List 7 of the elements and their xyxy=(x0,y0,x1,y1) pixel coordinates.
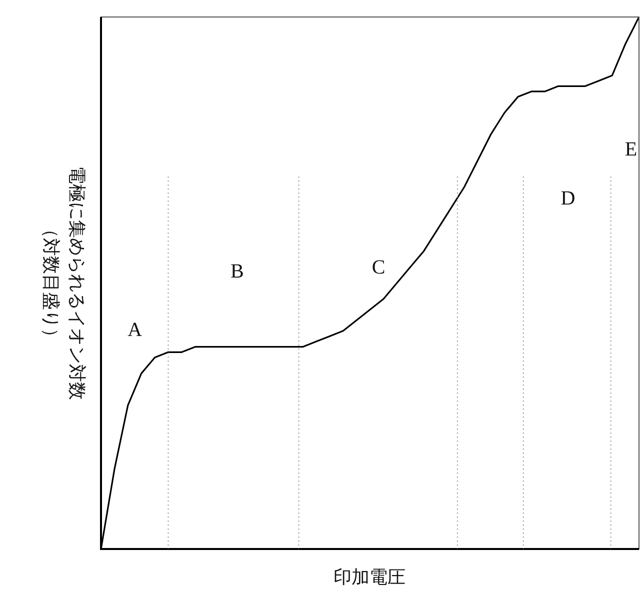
annotation: A xyxy=(128,319,143,342)
annotation: D xyxy=(560,188,576,210)
x-axis-title: 印加電圧 xyxy=(332,566,406,589)
annotation: C xyxy=(372,256,386,278)
annotation: B xyxy=(230,260,244,283)
annotation: E xyxy=(624,138,638,160)
y-axis-title: 電極に集められるイオン対数（対数目盛り） xyxy=(39,165,88,402)
